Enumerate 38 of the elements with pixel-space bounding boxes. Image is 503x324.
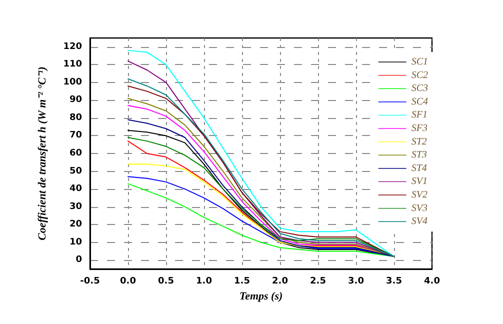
y-tick-label: 80 [69,112,82,123]
x-tick-label: 3.5 [386,276,402,286]
legend-label: SF3 [411,123,428,134]
x-tick-label: -0.5 [80,276,100,286]
x-tick-label: 1.5 [234,276,250,286]
legend-label: SV4 [411,216,428,228]
x-tick-label: 2.0 [272,276,288,286]
x-tick-label: 0.5 [158,276,174,286]
y-tick-label: 30 [69,202,82,212]
y-tick-label: 110 [63,60,82,70]
legend-label: SV3 [411,202,428,214]
y-tick-label: 50 [69,166,82,176]
y-tick-label: 90 [69,95,82,106]
y-tick-label: 10 [69,237,82,248]
legend-label: ST4 [411,162,427,174]
legend-label: SF1 [411,110,428,121]
x-tick-label: 4.0 [424,276,440,286]
y-tick-label: 0 [76,255,82,266]
legend-label: SV2 [411,190,428,200]
y-tick-label: 60 [69,148,82,158]
y-tick-label: 120 [63,42,82,52]
x-tick-label: 0.0 [120,276,136,286]
legend-label: SC1 [411,56,428,68]
y-tick-label: 100 [63,77,82,88]
legend-label: ST3 [411,150,427,161]
legend-label: SV1 [411,176,428,188]
legend-label: SC2 [411,70,428,81]
x-axis-title: Temps (s) [239,290,283,302]
x-tick-label: 3.0 [348,276,364,286]
y-tick-label: 70 [69,130,82,141]
y-axis-title: Coefficient de transfert h (W m⁻² °C⁻¹) [36,66,48,240]
legend-label: SC4 [411,96,428,108]
y-tick-label: 20 [69,220,82,230]
x-tick-label: 1.0 [196,276,212,286]
legend-label: ST2 [411,136,427,148]
y-tick-label: 40 [69,184,82,194]
x-tick-label: 2.5 [310,276,326,286]
legend-label: SC3 [411,83,428,94]
